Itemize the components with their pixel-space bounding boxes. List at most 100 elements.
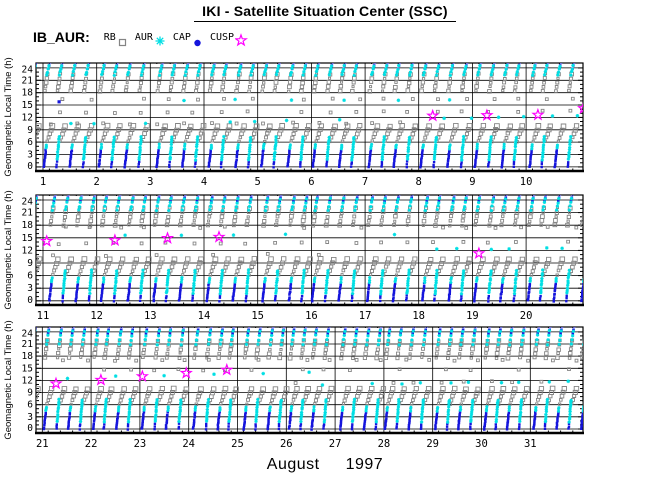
svg-text:12: 12 (22, 245, 33, 256)
svg-text:7: 7 (362, 176, 368, 188)
svg-text:12: 12 (90, 310, 103, 322)
svg-text:18: 18 (412, 310, 425, 322)
legend-label-cap: CAP (172, 32, 191, 43)
svg-text:12: 12 (22, 112, 33, 123)
year-text: 1997 (345, 456, 384, 473)
legend-item-aur: AUR (134, 31, 167, 46)
svg-text:13: 13 (144, 310, 157, 322)
page-title: IKI - Satellite Situation Center (SSC) (194, 3, 456, 22)
svg-text:14: 14 (198, 310, 211, 322)
svg-text:6: 6 (27, 400, 33, 411)
svg-text:21: 21 (22, 339, 34, 350)
cap-filled-circle-icon (194, 39, 201, 47)
svg-text:26: 26 (280, 438, 293, 450)
axis-ticks (35, 63, 583, 171)
svg-text:29: 29 (426, 438, 439, 450)
header: IKI - Satellite Situation Center (SSC) (0, 3, 650, 22)
svg-text:0: 0 (27, 161, 33, 172)
svg-text:21: 21 (22, 208, 34, 219)
legend-label-cusp: CUSP (209, 32, 235, 43)
x-tick-labels: 11 12 13 14 15 16 17 18 19 20 (37, 310, 533, 322)
svg-text:10: 10 (520, 176, 533, 188)
svg-text:0: 0 (27, 423, 33, 434)
x-tick-labels: 21 22 23 24 25 26 27 28 29 30 31 (36, 438, 537, 450)
svg-text:24: 24 (22, 328, 34, 339)
svg-text:15: 15 (22, 363, 33, 374)
svg-text:20: 20 (520, 310, 533, 322)
series-cusp (426, 102, 583, 122)
svg-text:18: 18 (22, 220, 34, 231)
svg-text:3: 3 (27, 412, 33, 423)
svg-text:15: 15 (22, 100, 33, 111)
svg-text:4: 4 (201, 176, 207, 188)
series-rb (36, 71, 580, 144)
svg-text:9: 9 (27, 388, 33, 399)
svg-text:21: 21 (22, 75, 34, 86)
svg-text:9: 9 (27, 125, 33, 136)
legend-label-rb: RB (103, 32, 116, 43)
svg-text:3: 3 (27, 283, 33, 294)
svg-text:6: 6 (308, 176, 314, 188)
y-axis-title: Geomagnetic Local Time (h) (3, 190, 14, 309)
svg-text:1: 1 (40, 176, 46, 188)
data-layer (36, 63, 583, 169)
y-axis-title: Geomagnetic Local Time (h) (3, 320, 14, 439)
svg-text:2: 2 (94, 176, 100, 188)
svg-text:31: 31 (524, 438, 537, 450)
series-rb (36, 338, 583, 406)
svg-text:23: 23 (134, 438, 147, 450)
series-rb (36, 205, 583, 277)
cusp-open-star-icon (235, 33, 249, 47)
svg-text:17: 17 (359, 310, 372, 322)
svg-text:0: 0 (27, 295, 33, 306)
legend-item-cusp: CUSP (209, 31, 249, 47)
svg-text:6: 6 (27, 137, 33, 148)
series-aur (36, 63, 580, 162)
data-layer (36, 195, 583, 303)
legend-item-rb: RB (103, 31, 129, 47)
y-axis-title: Geomagnetic Local Time (h) (3, 57, 14, 176)
svg-text:9: 9 (469, 176, 475, 188)
svg-text:5: 5 (255, 176, 261, 188)
svg-text:18: 18 (22, 351, 34, 362)
x-axis-title: August 1997 (0, 456, 650, 474)
svg-text:8: 8 (416, 176, 422, 188)
series-aur (36, 328, 583, 424)
legend-label-aur: AUR (134, 32, 153, 43)
legend: IB_AUR: RB AUR CAP CUSP (33, 29, 251, 47)
gridlines (36, 63, 583, 171)
series-cap (36, 195, 583, 303)
svg-text:24: 24 (182, 438, 195, 450)
x-tick-labels: 1 2 3 4 5 6 7 8 9 10 (40, 176, 533, 188)
data-layer (36, 327, 583, 431)
rb-open-square-icon (118, 38, 126, 47)
series-cusp (40, 230, 486, 260)
svg-text:19: 19 (466, 310, 479, 322)
svg-text:25: 25 (231, 438, 244, 450)
svg-text:27: 27 (329, 438, 342, 450)
svg-text:6: 6 (27, 271, 33, 282)
series-cusp (49, 362, 234, 390)
svg-text:15: 15 (22, 233, 33, 244)
svg-text:9: 9 (27, 258, 33, 269)
legend-item-cap: CAP (172, 31, 204, 47)
svg-text:16: 16 (305, 310, 318, 322)
svg-text:24: 24 (22, 64, 34, 75)
svg-text:30: 30 (475, 438, 488, 450)
svg-text:24: 24 (22, 197, 34, 208)
svg-text:21: 21 (36, 438, 49, 450)
svg-text:3: 3 (147, 176, 153, 188)
month-text: August (266, 456, 320, 473)
svg-text:22: 22 (85, 438, 98, 450)
series-aur (36, 196, 583, 296)
dataset-label: IB_AUR: (33, 29, 90, 45)
axis-ticks (35, 327, 583, 433)
svg-text:28: 28 (378, 438, 391, 450)
